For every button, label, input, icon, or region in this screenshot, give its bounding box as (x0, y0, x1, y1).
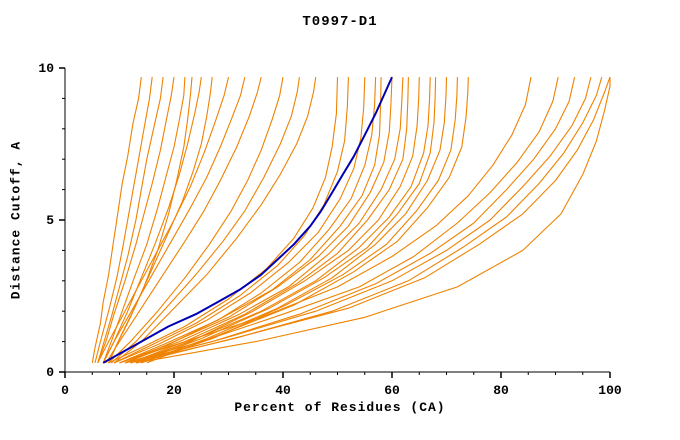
series-model-03 (97, 77, 164, 364)
x-tick-label: 0 (61, 383, 69, 398)
series-model-25 (135, 77, 437, 364)
series-model-35 (135, 77, 611, 364)
series-model-32 (130, 76, 592, 364)
series-model-31 (124, 76, 576, 364)
chart-title: T0997-D1 (302, 14, 378, 30)
x-tick-label: 80 (493, 383, 509, 398)
series-model-04 (97, 77, 175, 364)
series-model-30 (124, 76, 559, 364)
x-axis-label: Percent of Residues (CA) (234, 400, 446, 415)
series-model-17 (113, 77, 366, 364)
y-tick-label: 5 (46, 213, 54, 228)
series-model-05 (102, 77, 186, 364)
series-model-21 (124, 77, 404, 364)
series-model-12 (108, 77, 284, 364)
series-model-34 (135, 76, 611, 364)
y-tick-label: 10 (38, 61, 54, 76)
y-tick-label: 0 (46, 365, 54, 380)
series-model-19 (119, 77, 382, 364)
series-model-20 (124, 77, 393, 364)
series-model-24 (135, 77, 431, 364)
series-model-16 (113, 77, 349, 364)
series-model-10 (102, 76, 246, 364)
series-model-27 (141, 77, 458, 364)
series-model-26 (141, 77, 448, 364)
series-model-06 (102, 77, 202, 364)
x-tick-label: 60 (384, 383, 400, 398)
x-tick-label: 100 (598, 383, 622, 398)
series-model-02 (94, 77, 153, 364)
series-model-23 (130, 77, 420, 364)
series-model-33 (130, 76, 603, 364)
series-model-18 (119, 77, 377, 364)
series-model-13 (110, 77, 300, 364)
series-model-01 (91, 77, 142, 363)
series-model-14 (113, 77, 317, 364)
series-model-22 (130, 77, 409, 364)
series-model-08 (108, 77, 193, 364)
series-model-29 (119, 76, 532, 364)
x-tick-label: 40 (275, 383, 291, 398)
series-reference-model (102, 76, 393, 364)
series-model-15 (108, 77, 339, 364)
series-model-28 (146, 77, 469, 364)
series-model-11 (105, 76, 262, 364)
x-tick-label: 20 (166, 383, 182, 398)
series-model-09 (97, 76, 230, 364)
